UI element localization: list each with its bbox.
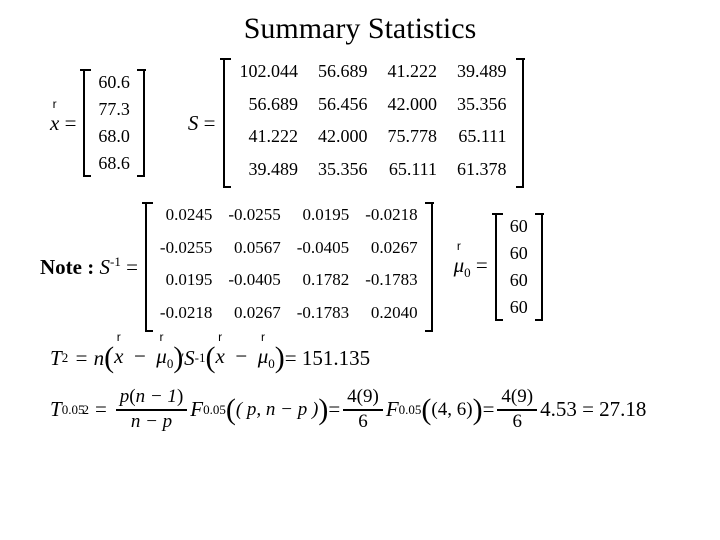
paren-group-1: ( rx − rμ0 ) bbox=[104, 344, 183, 372]
T2-equation: T2 = n ( rx − rμ0 ) ′ S-1 ( rx − rμ0 ) =… bbox=[50, 344, 700, 372]
frac-1: p(n − 1) n − p bbox=[116, 386, 187, 433]
paren-group-2: ( rx − rμ0 ) bbox=[206, 344, 285, 372]
mu0-values: 60 60 60 60 bbox=[502, 213, 536, 321]
mu0-label: r μ 0 = bbox=[454, 253, 488, 281]
row-Sinv-mu0: Note : S-1 = 0.0245-0.02550.0195-0.0218 … bbox=[40, 202, 700, 332]
frac-2: 4(9) 6 bbox=[343, 386, 383, 433]
Sinv-matrix: 0.0245-0.02550.0195-0.0218 -0.02550.0567… bbox=[142, 202, 436, 332]
xbar-label: r x = bbox=[50, 111, 76, 136]
S-values: 102.04456.68941.22239.489 56.68956.45642… bbox=[230, 58, 517, 188]
page-title: Summary Statistics bbox=[20, 12, 700, 46]
note-label: Note : S-1 = bbox=[40, 254, 138, 280]
S-label: S = bbox=[188, 111, 216, 136]
mu0-vector: 60 60 60 60 bbox=[492, 213, 546, 321]
row-xbar-S: r x = 60.6 77.3 68.0 68.6 S = 102.04456.… bbox=[50, 58, 700, 188]
Sinv-values: 0.0245-0.02550.0195-0.0218 -0.02550.0567… bbox=[152, 202, 426, 332]
S-matrix: 102.04456.68941.22239.489 56.68956.45642… bbox=[220, 58, 527, 188]
xbar-vector: 60.6 77.3 68.0 68.6 bbox=[80, 69, 148, 177]
frac-3: 4(9) 6 bbox=[497, 386, 537, 433]
page: Summary Statistics r x = 60.6 77.3 68.0 … bbox=[0, 0, 720, 540]
Tcrit-equation: T0.052 = p(n − 1) n − p F0.05 (( p, n − … bbox=[50, 386, 700, 433]
xbar-values: 60.6 77.3 68.0 68.6 bbox=[90, 69, 138, 177]
